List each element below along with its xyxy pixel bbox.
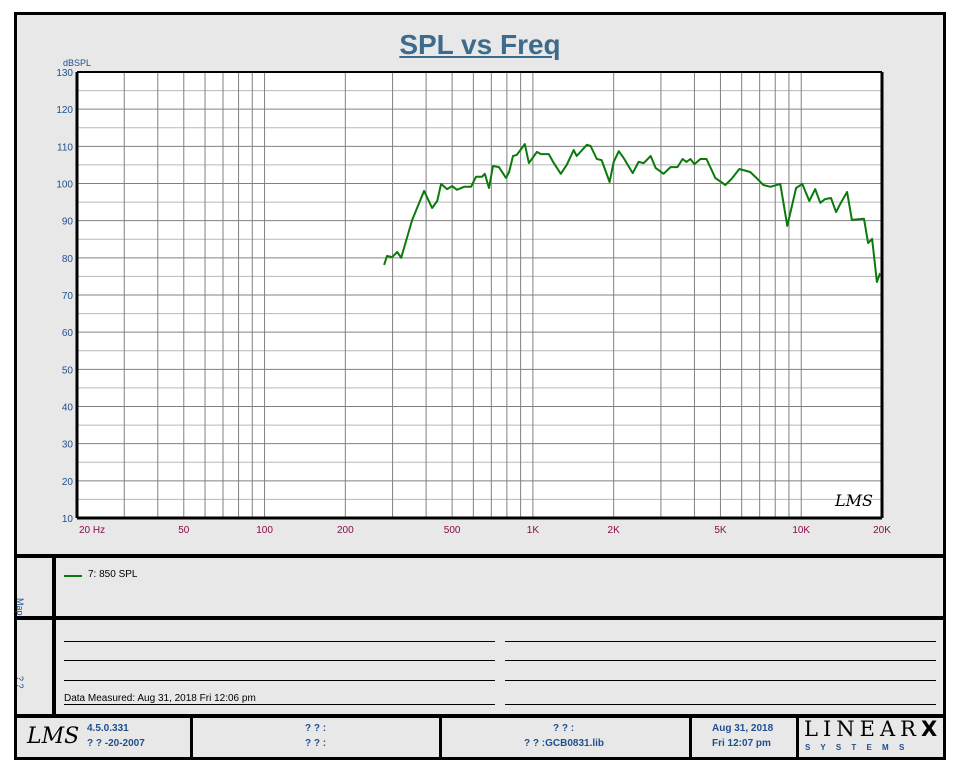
x-tick-label: 2K: [608, 525, 621, 536]
note-line: [505, 680, 936, 681]
brand-x: X: [920, 717, 938, 741]
y-tick-label: 40: [62, 403, 74, 414]
y-tick-label: 80: [62, 254, 74, 265]
linearx-logo: LINEARX S Y S T E M S: [799, 717, 943, 757]
x-tick-label: 200: [337, 525, 354, 536]
legend-side-column: Map: [15, 558, 56, 616]
chart-title-text: SPL vs Freq: [399, 29, 561, 60]
legend-swatch: [64, 575, 82, 577]
y-tick-label: 130: [56, 68, 73, 79]
note-line: [505, 704, 936, 705]
y-tick-label: 10: [62, 514, 74, 525]
x-tick-label: 1K: [527, 525, 540, 536]
footer-time: Fri 12:07 pm: [712, 738, 771, 749]
x-tick-label: 500: [444, 525, 461, 536]
series-line-spl: [383, 143, 882, 283]
chart-section: SPL vs Freq 10 20 30 40 50 60 70 80 90 100 110 120 1…: [17, 15, 943, 558]
spl-chart: 10 20 30 40 50 60 70 80 90 100 110 120 130 20 Hz 50 100…: [56, 58, 891, 536]
brand-subtext: S Y S T E M S: [805, 743, 909, 752]
library-name: ? ? :GCB0831.lib: [524, 738, 605, 749]
footer-library-cell: ? ? : ? ? :GCB0831.lib: [442, 718, 692, 757]
note-line: [64, 641, 495, 642]
note-line: [64, 704, 495, 705]
report-frame: SPL vs Freq 10 20 30 40 50 60 70 80 90 100 110 120 1…: [14, 12, 946, 760]
x-tick-label: 5K: [714, 525, 727, 536]
note-line: [64, 660, 495, 661]
note-line: [64, 680, 495, 681]
y-tick-label: 110: [57, 142, 73, 153]
legend-label: 7: 850 SPL: [88, 569, 138, 580]
footer-field-cell: ? ? : ? ? :: [193, 718, 442, 757]
y-tick-label: 50: [62, 365, 74, 376]
notes-side-column: ? ?: [15, 620, 56, 714]
y-tick-label: 20: [62, 477, 74, 488]
footer-section: LMS 4.5.0.331 ? ? -20-2007 ? ? : ? ? : ?…: [17, 717, 943, 757]
footer-date: Aug 31, 2018: [712, 723, 774, 734]
y-tick-label: 90: [62, 217, 74, 228]
notes-side-label: ? ?: [15, 676, 25, 689]
brand-text: LINEAR: [804, 717, 921, 741]
footer-field-2: ? ? :: [305, 738, 327, 749]
footer-field-3: ? ? :: [553, 723, 575, 734]
x-tick-label: 50: [178, 525, 190, 536]
footer-version-cell: LMS 4.5.0.331 ? ? -20-2007: [17, 718, 193, 757]
notes-section: ? ? Data Measured: Aug 31, 2018 Fri 12:0…: [15, 620, 943, 718]
note-line: [505, 641, 936, 642]
legend-side-label: Map: [15, 598, 25, 616]
version-text: 4.5.0.331: [87, 723, 129, 734]
lms-logo: LMS: [27, 724, 80, 749]
note-line: [505, 660, 936, 661]
legend-section: Map 7: 850 SPL: [15, 558, 943, 620]
y-tick-label: 60: [62, 328, 74, 339]
x-tick-label: 20K: [873, 525, 891, 536]
y-tick-label: 120: [56, 105, 73, 116]
y-tick-label: 70: [62, 291, 74, 302]
lms-watermark: LMS: [835, 491, 873, 510]
version-date: ? ? -20-2007: [87, 738, 145, 749]
y-tick-label: 100: [56, 180, 73, 191]
y-axis-label: dBSPL: [63, 58, 91, 68]
x-tick-label: 10K: [792, 525, 810, 536]
data-measured-text: Data Measured: Aug 31, 2018 Fri 12:06 pm: [64, 693, 256, 704]
x-tick-label: 100: [256, 525, 273, 536]
chart-title: SPL vs Freq: [17, 29, 943, 61]
footer-field-1: ? ? :: [305, 723, 327, 734]
x-tick-label: 20 Hz: [79, 525, 105, 536]
footer-date-cell: Aug 31, 2018 Fri 12:07 pm: [692, 718, 799, 757]
y-tick-label: 30: [62, 440, 74, 451]
